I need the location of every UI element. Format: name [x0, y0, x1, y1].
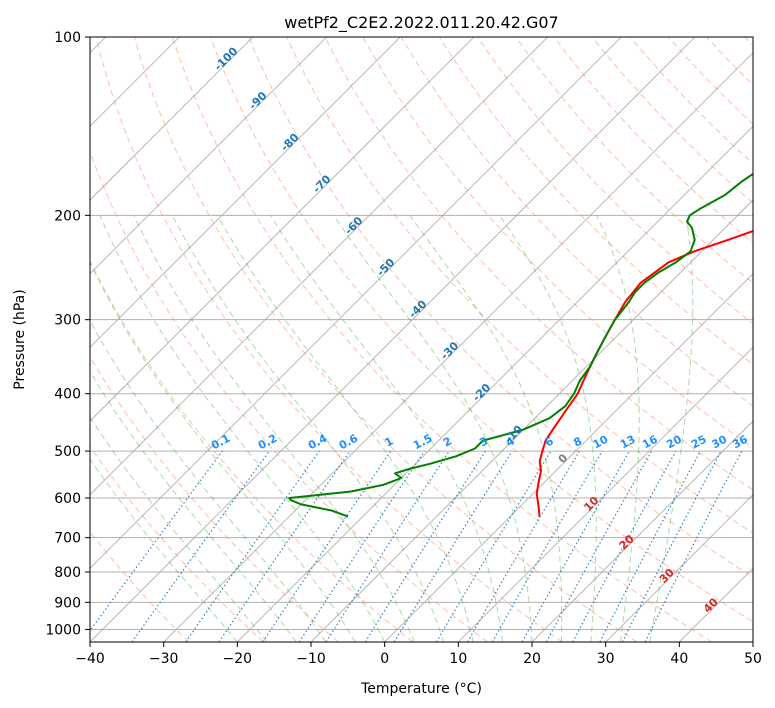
moist-adiabat-line	[596, 215, 640, 642]
mixing-ratio-line	[131, 450, 270, 642]
moist-adiabat-line	[270, 215, 503, 642]
x-tick-label: 30	[597, 651, 615, 667]
mixing-ratio-label: 25	[689, 433, 709, 452]
dry-adiabat-line	[90, 445, 264, 642]
mixing-ratio-line	[393, 450, 513, 642]
y-tick-label: 100	[54, 30, 81, 46]
isotherm-line	[163, 52, 753, 642]
x-tick-label: −10	[296, 651, 326, 667]
moist-adiabat-line	[90, 260, 356, 642]
moist-adiabat-line	[90, 416, 268, 642]
isotherm-line	[90, 37, 696, 642]
mixing-ratio-line	[262, 450, 392, 642]
isotherm-line	[90, 37, 254, 201]
x-tick-label: 40	[670, 651, 688, 667]
y-tick-label: 700	[54, 531, 81, 547]
isotherm-line	[90, 37, 548, 496]
isotherm-line	[90, 37, 327, 275]
dry-adiabat-line	[286, 37, 753, 534]
moist-adiabat-line	[99, 215, 386, 642]
mixing-ratio-label: 10	[591, 433, 611, 452]
mixing-ratio-line	[298, 450, 425, 642]
x-tick-label: 10	[449, 651, 467, 667]
x-tick-label: 20	[523, 651, 541, 667]
dry-adiabat-line	[324, 37, 753, 491]
y-tick-label: 400	[54, 387, 81, 403]
plot-frame	[89, 36, 754, 643]
mixing-ratio-label: 30	[710, 433, 730, 452]
mixing-ratio-line	[185, 450, 320, 642]
moist-adiabat-line	[409, 215, 563, 642]
y-tick-label: 900	[54, 595, 81, 611]
moist-adiabat-line	[217, 215, 474, 642]
moist-adiabat-line	[90, 458, 238, 642]
x-tick-label: 0	[380, 651, 389, 667]
mixing-ratio-label: 13	[618, 433, 638, 452]
moist-adiabat-line	[133, 215, 415, 642]
isotherm-line	[90, 37, 475, 422]
y-axis-title: Pressure (hPa)	[12, 289, 28, 389]
dry-adiabat-line	[515, 37, 753, 284]
dry-adiabat-line	[90, 356, 339, 642]
dry-adiabat-line	[210, 37, 753, 623]
moist-adiabat-line	[90, 370, 297, 642]
isotherm-line	[458, 346, 753, 642]
mixing-ratio-label: 20	[664, 433, 684, 452]
dry-adiabat-line	[248, 37, 753, 578]
dry-adiabat-line	[171, 37, 712, 642]
moist-adiabat-line	[172, 215, 445, 642]
isotherm-line	[384, 273, 753, 642]
dry-adiabat-line	[95, 37, 563, 642]
x-tick-label: 50	[744, 651, 762, 667]
dewpoint-profile-line	[288, 172, 753, 518]
isotherm-line	[90, 37, 622, 569]
x-tick-label: −30	[149, 651, 179, 667]
mixing-ratio-line	[521, 450, 631, 642]
moist-adiabat-line	[90, 319, 327, 642]
x-axis-title: Temperature (°C)	[360, 681, 482, 697]
dry-adiabat-line	[133, 37, 638, 642]
mixing-ratio-line	[644, 450, 743, 642]
isotherm-line	[531, 420, 753, 642]
moist-adiabat-line	[649, 215, 694, 642]
y-tick-label: 300	[54, 313, 81, 329]
mixing-ratio-line	[572, 450, 677, 642]
x-tick-label: −40	[75, 651, 105, 667]
isotherm-line	[605, 494, 753, 642]
y-tick-label: 500	[54, 444, 81, 460]
y-tick-label: 1000	[45, 622, 81, 638]
x-tick-label: −20	[223, 651, 253, 667]
mixing-ratio-line	[90, 450, 223, 632]
isotherm-line	[90, 37, 401, 348]
y-tick-label: 600	[54, 491, 81, 507]
mixing-ratio-label: 36	[730, 433, 750, 452]
moist-adiabat-line	[333, 215, 533, 642]
dry-adiabat-line	[90, 259, 414, 642]
mixing-ratio-line	[325, 450, 450, 642]
chart-title: wetPf2_C2E2.2022.011.20.42.G07	[284, 13, 558, 33]
mixing-ratio-line	[218, 450, 351, 642]
isotherm-line	[237, 125, 753, 642]
mixing-ratio-line	[545, 450, 653, 642]
mixing-ratio-label: 16	[640, 433, 660, 452]
y-tick-label: 800	[54, 565, 81, 581]
y-tick-label: 200	[54, 208, 81, 224]
